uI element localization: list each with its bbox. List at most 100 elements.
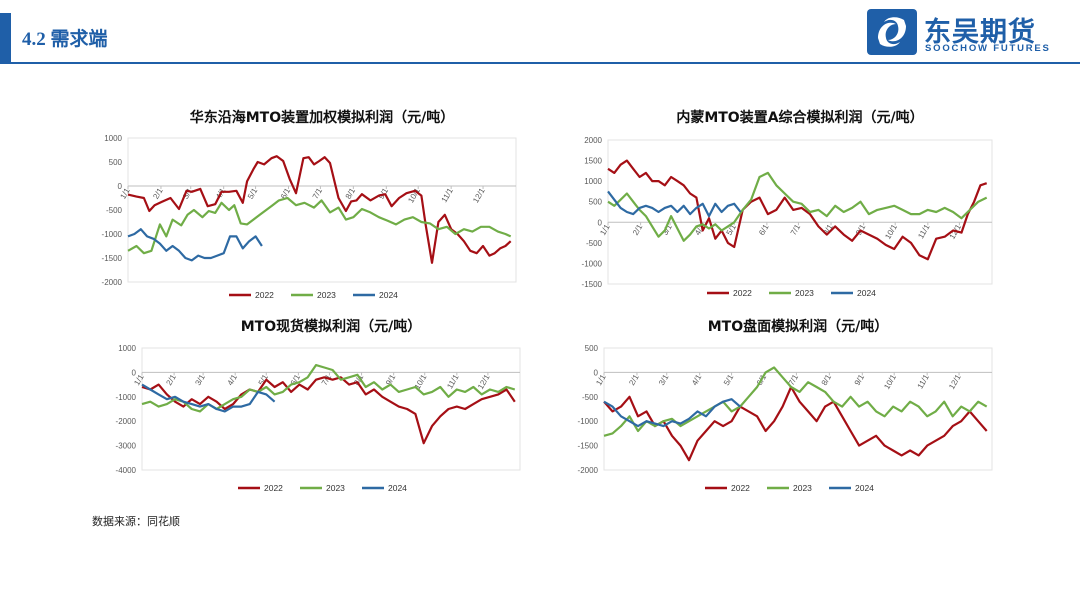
x-tick-label: 5/1 bbox=[722, 372, 736, 387]
x-tick-label: 12/1 bbox=[947, 372, 963, 390]
y-tick-label: 1500 bbox=[584, 157, 602, 166]
x-tick-label: 10/1 bbox=[882, 372, 898, 390]
x-tick-label: 2/1 bbox=[164, 372, 178, 387]
y-tick-label: -2000 bbox=[578, 466, 599, 475]
legend-label-2022: 2022 bbox=[731, 483, 750, 493]
y-tick-label: -1000 bbox=[578, 417, 599, 426]
series-line-2024 bbox=[607, 190, 742, 218]
y-tick-label: 1000 bbox=[118, 344, 136, 353]
x-tick-label: 8/1 bbox=[344, 186, 358, 201]
chart-title: 华东沿海MTO装置加权模拟利润（元/吨） bbox=[190, 109, 455, 126]
chart-mto-spot: MTO现货模拟利润（元/吨） 1000 0 -1000 -2000 -3000 -4000 1… bbox=[90, 312, 540, 504]
legend-label-2022: 2022 bbox=[264, 483, 283, 493]
plot-area bbox=[127, 137, 517, 283]
x-tick-label: 12/1 bbox=[476, 372, 492, 390]
y-tick-label: -1500 bbox=[578, 442, 599, 451]
chart-mto-futures-svg: MTO盘面模拟利润（元/吨）5000-500-1000-1500-20001/1… bbox=[578, 318, 993, 493]
x-tick-label: 11/1 bbox=[440, 186, 456, 204]
x-tick-label: 11/1 bbox=[916, 372, 932, 390]
series-line-2023 bbox=[127, 196, 512, 255]
header-divider bbox=[0, 62, 1080, 64]
y-tick-label: -500 bbox=[106, 206, 123, 215]
x-tick-label: 10/1 bbox=[883, 222, 899, 240]
header-accent-bar bbox=[0, 13, 11, 63]
x-tick-label: 4/1 bbox=[690, 372, 704, 387]
legend-label-2024: 2024 bbox=[857, 288, 876, 298]
y-tick-label: 500 bbox=[585, 344, 599, 353]
x-tick-label: 2/1 bbox=[627, 372, 641, 387]
x-tick-label: 7/1 bbox=[311, 186, 325, 201]
y-tick-label: -1500 bbox=[102, 254, 123, 263]
chart-east-china-mto-svg: 华东沿海MTO装置加权模拟利润（元/吨） 1000 500 0 -500 -1000 -15… bbox=[102, 109, 517, 300]
y-tick-label: -2000 bbox=[116, 417, 137, 426]
y-tick-label: 500 bbox=[589, 198, 603, 207]
chart-mto-spot-svg: MTO现货模拟利润（元/吨） 1000 0 -1000 -2000 -3000 -4000 1… bbox=[116, 318, 521, 493]
legend-label-2023: 2023 bbox=[793, 483, 812, 493]
chart-inner-mongolia-mto-svg: 内蒙MTO装置A综合模拟利润（元/吨） 2000 1500 1000 500 0 -500 -… bbox=[582, 109, 993, 298]
x-tick-label: 8/1 bbox=[820, 372, 834, 387]
legend-label-2023: 2023 bbox=[317, 290, 336, 300]
x-tick-label: 2/1 bbox=[151, 186, 165, 201]
x-tick-label: 12/1 bbox=[471, 186, 487, 204]
x-tick-label: 5/1 bbox=[246, 186, 260, 201]
y-tick-label: 0 bbox=[118, 182, 123, 191]
series-line-2023 bbox=[607, 171, 988, 242]
y-tick-label: -1000 bbox=[102, 230, 123, 239]
y-tick-label: -1000 bbox=[582, 259, 603, 268]
plot-area bbox=[141, 347, 521, 471]
y-tick-label: 0 bbox=[594, 368, 599, 377]
x-tick-label: 3/1 bbox=[657, 372, 671, 387]
y-tick-label: -4000 bbox=[116, 466, 137, 475]
plot-area bbox=[603, 347, 993, 471]
series-line-2024 bbox=[127, 228, 263, 262]
x-tick-label: 6/1 bbox=[757, 222, 771, 237]
legend-label-2024: 2024 bbox=[388, 483, 407, 493]
chart-title: MTO现货模拟利润（元/吨） bbox=[241, 318, 422, 335]
y-tick-label: -500 bbox=[582, 393, 599, 402]
chart-inner-mongolia-mto: 内蒙MTO装置A综合模拟利润（元/吨） 2000 1500 1000 500 0 -500 -… bbox=[560, 102, 1010, 312]
page-title: 4.2 需求端 bbox=[22, 29, 108, 50]
series-line-2022 bbox=[603, 385, 988, 462]
source-note: 数据来源：同花顺 bbox=[92, 516, 180, 528]
logo-name-cn: 东吴期货 bbox=[924, 17, 1036, 48]
x-tick-label: 3/1 bbox=[193, 372, 207, 387]
x-tick-label: 11/1 bbox=[916, 222, 932, 240]
y-tick-label: 2000 bbox=[584, 136, 602, 145]
y-tick-label: -1500 bbox=[582, 280, 603, 289]
series-line-2022 bbox=[127, 155, 512, 264]
y-tick-label: -500 bbox=[586, 239, 603, 248]
y-tick-label: 0 bbox=[598, 218, 603, 227]
slide-header: 4.2 需求端 东吴期货 SOOCHOW FUTURES bbox=[0, 0, 1080, 66]
x-tick-label: 4/1 bbox=[226, 372, 240, 387]
plot-area bbox=[607, 139, 993, 285]
series-line-2024 bbox=[141, 383, 276, 413]
y-tick-label: 500 bbox=[109, 158, 123, 167]
y-tick-label: -3000 bbox=[116, 442, 137, 451]
x-tick-label: 11/1 bbox=[445, 372, 461, 390]
legend-label-2023: 2023 bbox=[795, 288, 814, 298]
logo-name-en: SOOCHOW FUTURES bbox=[925, 43, 1051, 54]
series-line-2023 bbox=[141, 363, 516, 413]
chart-title: 内蒙MTO装置A综合模拟利润（元/吨） bbox=[676, 109, 923, 126]
series-line-2024 bbox=[603, 398, 741, 428]
x-tick-label: 2/1 bbox=[631, 222, 645, 237]
x-tick-label: 9/1 bbox=[853, 372, 867, 387]
series-line-2022 bbox=[607, 159, 988, 261]
company-logo: 东吴期货 SOOCHOW FUTURES bbox=[866, 8, 1066, 58]
y-tick-label: -2000 bbox=[102, 278, 123, 287]
soochow-logo-icon bbox=[867, 9, 917, 55]
legend-label-2022: 2022 bbox=[733, 288, 752, 298]
series-line-2023 bbox=[603, 366, 988, 437]
legend-label-2024: 2024 bbox=[855, 483, 874, 493]
chart-east-china-mto: 华东沿海MTO装置加权模拟利润（元/吨） 1000 500 0 -500 -1000 -15… bbox=[90, 102, 540, 312]
legend-label-2024: 2024 bbox=[379, 290, 398, 300]
x-tick-label: 7/1 bbox=[789, 222, 803, 237]
series-line-2022 bbox=[141, 376, 516, 445]
y-tick-label: 1000 bbox=[104, 134, 122, 143]
legend-label-2022: 2022 bbox=[255, 290, 274, 300]
y-tick-label: 1000 bbox=[584, 177, 602, 186]
y-tick-label: -1000 bbox=[116, 393, 137, 402]
legend-label-2023: 2023 bbox=[326, 483, 345, 493]
y-tick-label: 0 bbox=[132, 368, 137, 377]
chart-title: MTO盘面模拟利润（元/吨） bbox=[708, 318, 889, 335]
